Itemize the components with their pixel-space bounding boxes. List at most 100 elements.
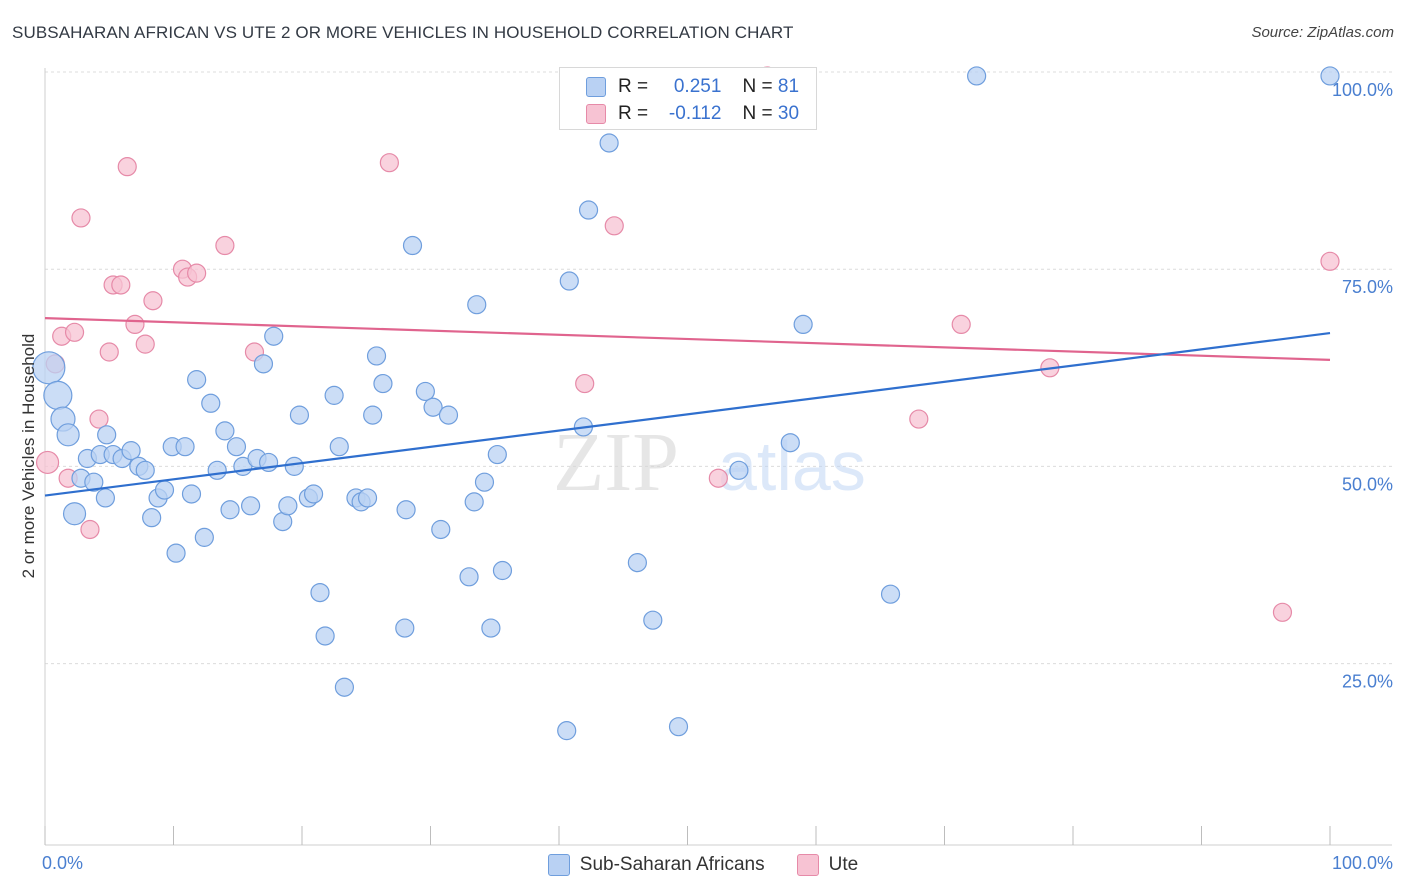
- correlation-legend: R = 0.251 N = 81 R = -0.112 N = 30: [559, 67, 817, 130]
- ute-points: [35, 66, 1340, 622]
- sub-saharan-point: [187, 370, 207, 390]
- series-legend: Sub-Saharan Africans Ute: [0, 852, 1406, 878]
- ute-point: [135, 334, 155, 354]
- legend-n-value: 30: [777, 103, 800, 124]
- tick-labels: 25.0% 50.0% 75.0% 100.0% 0.0% 100.0% 2 or more…: [19, 80, 1393, 873]
- ute-point: [1320, 251, 1340, 271]
- sub-saharan-point: [578, 200, 599, 220]
- watermark-zip: ZIP: [553, 416, 679, 509]
- sub-saharan-point: [121, 441, 141, 461]
- sub-saharan-point: [481, 618, 501, 638]
- sub-saharan-point: [207, 460, 227, 480]
- sub-saharan-point: [241, 496, 261, 516]
- ute-point: [71, 208, 91, 228]
- series-swatch-pink: [796, 854, 819, 876]
- sub-saharan-point: [438, 405, 459, 425]
- sub-saharan-point: [729, 460, 749, 480]
- source-credit: Source: ZipAtlas.com: [1251, 24, 1394, 41]
- sub-saharan-point: [474, 472, 495, 492]
- sub-saharan-point: [396, 500, 416, 520]
- sub-saharan-point: [366, 346, 387, 366]
- sub-saharan-point: [668, 717, 689, 737]
- x-tick-label: 100.0%: [1332, 853, 1393, 873]
- sub-saharan-point: [154, 480, 175, 500]
- sub-saharan-point: [284, 456, 304, 476]
- sub-saharan-point: [643, 610, 663, 630]
- ute-point: [1272, 602, 1293, 622]
- sub-saharan-point: [220, 500, 240, 520]
- sub-saharan-point: [181, 484, 202, 504]
- sub-saharan-point: [43, 380, 73, 410]
- legend-r-label: R =: [618, 103, 649, 124]
- series-swatch-blue: [547, 854, 570, 876]
- watermark: ZIP atlas: [553, 416, 866, 509]
- series-legend-ute: Ute: [796, 854, 858, 876]
- sub-saharan-point: [464, 492, 484, 512]
- legend-row-ute: R = -0.112 N = 30: [586, 102, 799, 126]
- sub-saharan-point: [315, 626, 335, 646]
- sub-saharan-point: [324, 385, 344, 405]
- sub-saharan-point: [423, 397, 443, 417]
- ute-point: [604, 216, 624, 236]
- y-tick-label: 25.0%: [1342, 672, 1393, 692]
- ute-point: [575, 373, 595, 394]
- sub-saharan-point: [289, 405, 310, 425]
- sub-saharan-point: [793, 314, 813, 335]
- sub-saharan-point: [303, 484, 324, 504]
- sub-saharan-trend-line: [44, 331, 1331, 497]
- ute-point: [187, 263, 207, 283]
- ute-point: [143, 291, 163, 311]
- ute-point: [111, 275, 131, 295]
- ute-point: [117, 157, 137, 177]
- series-label: Sub-Saharan Africans: [579, 854, 765, 875]
- y-tick-label: 75.0%: [1342, 277, 1393, 297]
- legend-row-sub-saharan: R = 0.251 N = 81: [586, 75, 799, 99]
- legend-swatch-pink: [586, 104, 606, 124]
- sub-saharan-point: [95, 488, 115, 508]
- sub-saharan-point: [264, 326, 284, 346]
- sub-saharan-point: [431, 519, 451, 540]
- sub-saharan-point: [880, 584, 901, 604]
- sub-saharan-point: [175, 437, 195, 457]
- y-tick-label: 50.0%: [1342, 474, 1393, 494]
- sub-saharan-points: [32, 66, 1340, 741]
- trend-lines: [44, 316, 1331, 497]
- ute-point: [89, 409, 109, 429]
- sub-saharan-point: [357, 488, 378, 508]
- legend-r-value: -0.112: [668, 103, 722, 124]
- sub-saharan-point: [373, 373, 393, 394]
- sub-saharan-point: [97, 425, 117, 445]
- sub-saharan-point: [334, 677, 355, 697]
- ute-point: [215, 235, 235, 256]
- sub-saharan-point: [56, 423, 80, 447]
- sub-saharan-point: [402, 235, 423, 256]
- legend-swatch-blue: [586, 77, 606, 97]
- sub-saharan-point: [194, 527, 214, 547]
- sub-saharan-point: [329, 437, 349, 457]
- sub-saharan-point: [278, 496, 298, 516]
- gridlines: [45, 71, 1392, 665]
- legend-r-value: 0.251: [673, 76, 722, 97]
- sub-saharan-point: [201, 393, 221, 413]
- legend-n-label: N =: [742, 103, 773, 124]
- ute-point: [909, 409, 929, 429]
- sub-saharan-point: [62, 502, 87, 526]
- sub-saharan-point: [166, 543, 186, 563]
- sub-saharan-point: [467, 295, 487, 315]
- sub-saharan-point: [32, 351, 66, 385]
- sub-saharan-point: [459, 567, 479, 587]
- sub-saharan-point: [395, 618, 415, 638]
- ute-point: [125, 314, 145, 335]
- sub-saharan-point: [1320, 66, 1340, 86]
- legend-n-value: 81: [777, 76, 800, 97]
- sub-saharan-point: [253, 354, 274, 374]
- sub-saharan-point: [627, 553, 647, 573]
- legend-n-label: N =: [742, 76, 773, 97]
- ute-point: [64, 322, 85, 342]
- ute-point: [379, 153, 399, 173]
- sub-saharan-point: [84, 472, 104, 492]
- sub-saharan-point: [599, 133, 619, 153]
- sub-saharan-point: [215, 421, 235, 441]
- sub-saharan-point: [415, 381, 435, 402]
